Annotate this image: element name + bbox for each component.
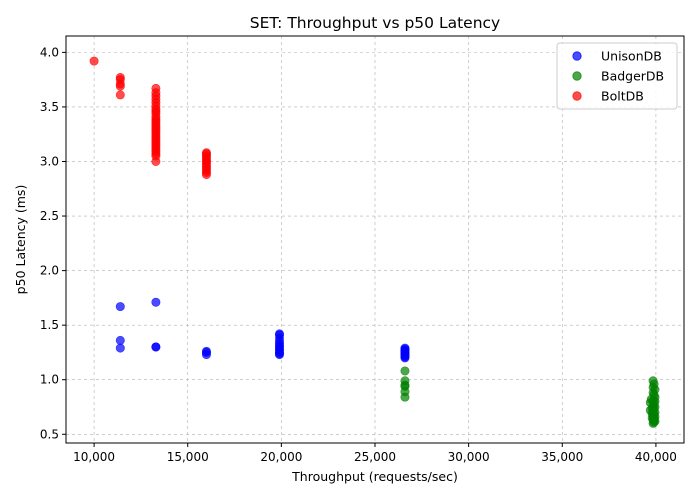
y-tick-label: 3.5 [40,100,59,114]
unisondb-point [115,302,125,312]
series-unisondb [115,297,410,363]
y-axis-ticks: 0.5 1.0 1.5 2.0 2.5 3.0 3.5 4.0 [40,45,66,441]
unisondb-point [201,350,211,360]
boltdb-point [115,90,125,100]
y-tick-label: 0.5 [40,427,59,441]
legend: UnisonDB BadgerDB BoltDB [556,42,678,110]
legend-marker-boltdb [572,91,582,101]
legend-box [556,42,678,110]
unisondb-point [151,342,161,352]
x-tick-label: 15,000 [167,450,209,464]
series-boltdb [89,56,211,180]
unisondb-point [115,335,125,345]
x-tick-label: 25,000 [354,450,396,464]
badgerdb-point [648,418,658,428]
y-tick-label: 4.0 [40,45,59,59]
unisondb-point [151,297,161,307]
legend-marker-unisondb [572,51,582,61]
boltdb-point [201,170,211,180]
x-tick-label: 40,000 [635,450,677,464]
y-tick-label: 2.0 [40,264,59,278]
legend-label-badgerdb: BadgerDB [601,69,664,84]
x-tick-label: 35,000 [541,450,583,464]
legend-label-unisondb: UnisonDB [601,49,662,64]
y-tick-label: 1.0 [40,373,59,387]
y-axis-label: p50 Latency (ms) [13,185,28,295]
unisondb-point [274,350,284,360]
chart-title: SET: Throughput vs p50 Latency [250,14,500,32]
boltdb-point [115,81,125,91]
badgerdb-point [400,366,410,376]
boltdb-point [151,156,161,166]
y-tick-label: 2.5 [40,209,59,223]
x-axis-label: Throughput (requests/sec) [291,469,458,484]
x-tick-label: 30,000 [448,450,490,464]
unisondb-point [115,343,125,353]
legend-marker-badgerdb [572,71,582,81]
x-axis-ticks: 10,000 15,000 20,000 25,000 30,000 35,000 40,0… [73,443,677,464]
legend-label-boltdb: BoltDB [601,89,644,104]
boltdb-point [89,56,99,66]
badgerdb-point [400,392,410,402]
y-tick-label: 1.5 [40,318,59,332]
data-points [89,56,660,428]
series-badgerdb [400,366,660,428]
x-tick-label: 10,000 [73,450,115,464]
x-tick-label: 20,000 [260,450,302,464]
unisondb-point [400,353,410,363]
y-tick-label: 3.0 [40,154,59,168]
